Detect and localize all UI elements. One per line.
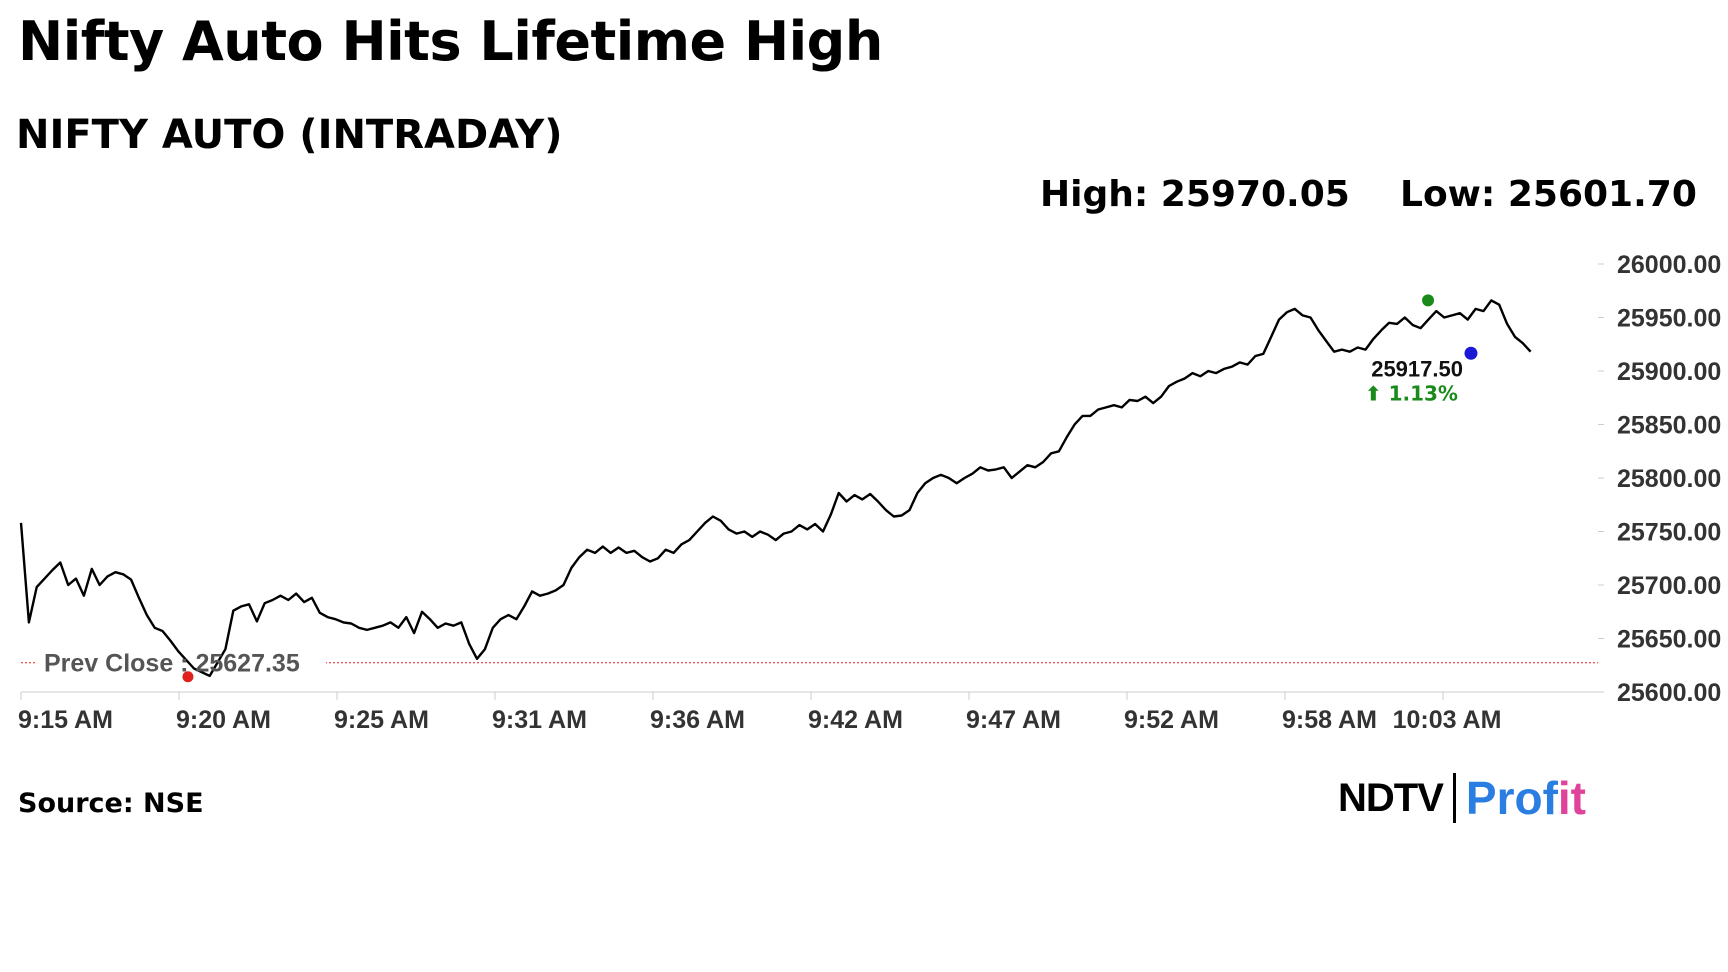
- y-tick-label: 25800.00: [1617, 465, 1721, 493]
- x-tick-label: 9:52 AM: [1124, 706, 1219, 734]
- chart-subtitle: NIFTY AUTO (INTRADAY): [16, 112, 563, 158]
- last-price-label: 25917.50: [1371, 356, 1463, 381]
- change-percent-label: ⬆ 1.13%: [1365, 381, 1458, 405]
- x-tick-label: 9:20 AM: [176, 706, 271, 734]
- source-note: Source: NSE: [18, 788, 204, 819]
- x-tick-label: 9:42 AM: [808, 706, 903, 734]
- x-tick-label: 9:25 AM: [334, 706, 429, 734]
- x-tick-label: 9:15 AM: [18, 706, 113, 734]
- logo-divider: [1452, 773, 1456, 823]
- y-tick-label: 25700.00: [1617, 572, 1721, 600]
- x-tick-label: 9:31 AM: [492, 706, 587, 734]
- high-stat: High: 25970.05: [1040, 174, 1350, 215]
- logo-profit-text-a: Prof: [1465, 772, 1558, 824]
- prev-close-label: Prev Close : 25627.35: [44, 650, 300, 678]
- y-tick-label: 25600.00: [1617, 679, 1721, 707]
- y-tick-label: 25950.00: [1617, 305, 1721, 333]
- series-line: [19, 299, 1532, 678]
- logo-profit-text-b: it: [1557, 772, 1586, 824]
- prev-close-dot: [182, 671, 194, 683]
- x-tick-label: 9:47 AM: [966, 706, 1061, 734]
- logo-profit-text: Profit: [1466, 771, 1586, 825]
- intraday-chart: 9:15 AM 9:20 AM 9:25 AM 9:31 AM 9:36 AM 9:42 …: [18, 251, 1721, 734]
- last-price-dot: [1464, 346, 1478, 360]
- logo-ndtv-text: NDTV: [1338, 775, 1444, 820]
- y-tick-label: 25750.00: [1617, 519, 1721, 547]
- day-high-dot: [1422, 294, 1435, 307]
- chart-title: Nifty Auto Hits Lifetime High: [18, 10, 883, 73]
- x-tick-label: 9:58 AM: [1282, 706, 1377, 734]
- prev-close-label-bg: [36, 644, 326, 679]
- ndtv-profit-logo: NDTV Profit: [1338, 770, 1586, 826]
- y-tick-label: 25850.00: [1617, 412, 1721, 440]
- y-tick-label: 25900.00: [1617, 358, 1721, 386]
- low-stat: Low: 25601.70: [1400, 174, 1697, 215]
- y-tick-label: 26000.00: [1617, 251, 1721, 279]
- x-tick-label: 9:36 AM: [650, 706, 745, 734]
- x-tick-label: 10:03 AM: [1393, 706, 1502, 734]
- y-tick-label: 25650.00: [1617, 626, 1721, 654]
